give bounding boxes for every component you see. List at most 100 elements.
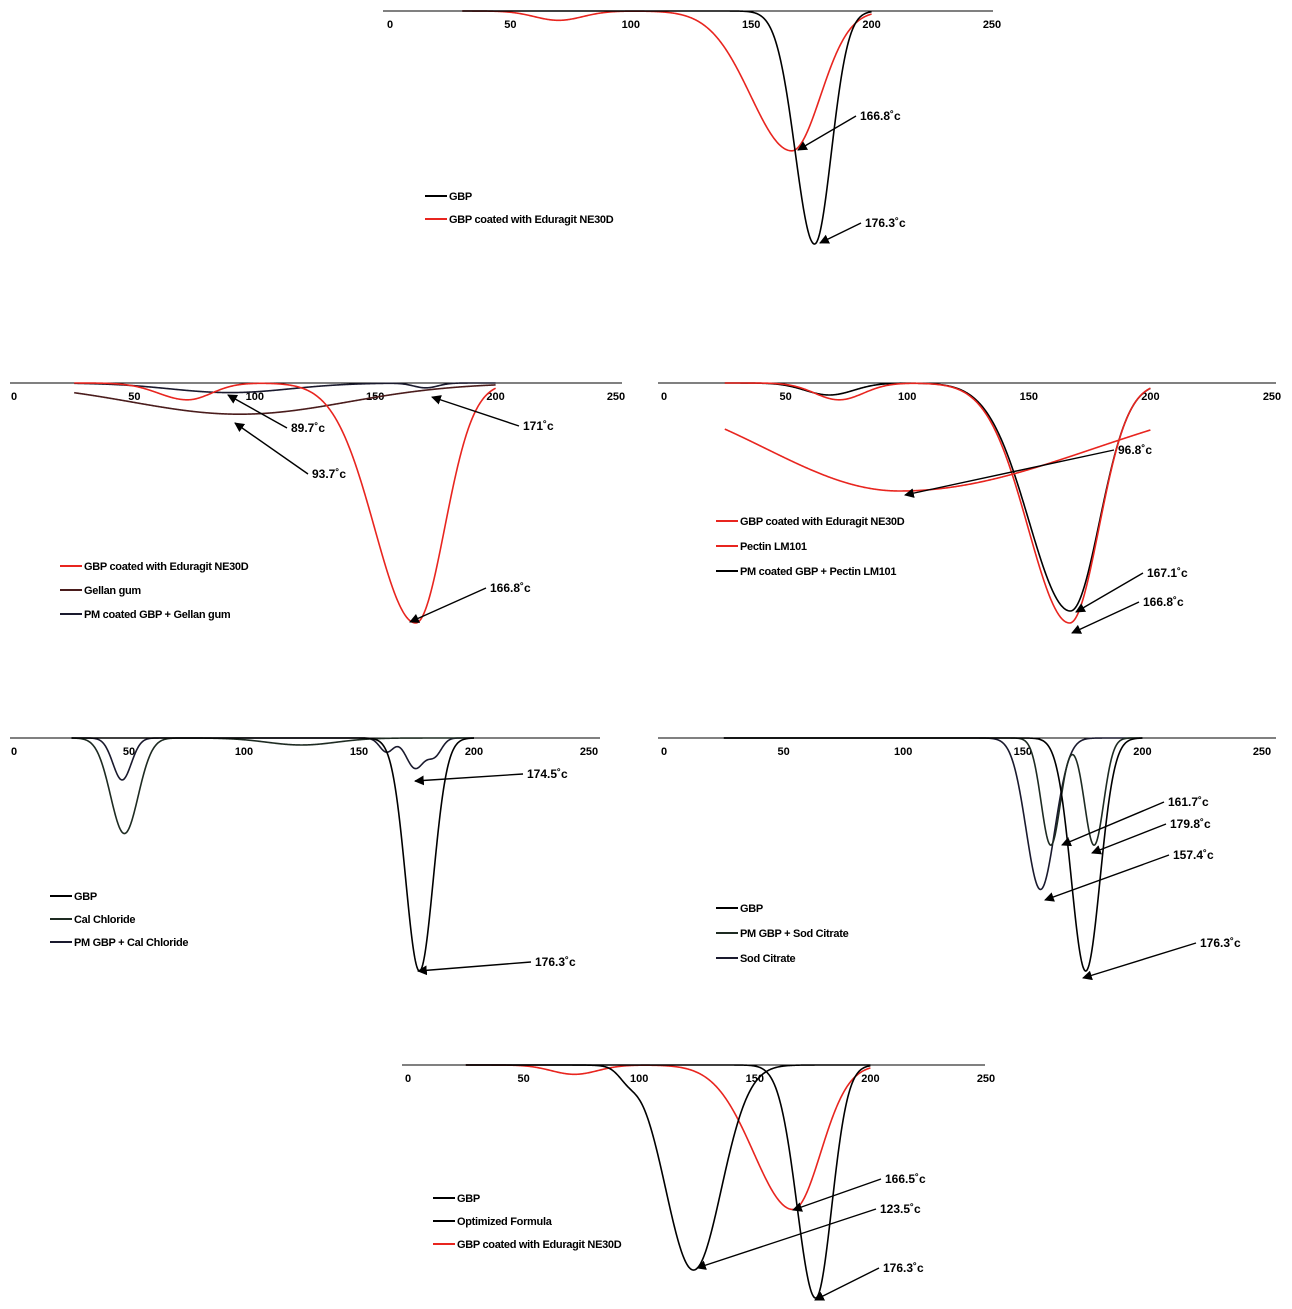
x-tick-label: 50: [779, 391, 791, 403]
peak-annotation-label: 176.3˚c: [865, 216, 906, 230]
annotation-arrow: [792, 1178, 882, 1212]
x-tick-label: 50: [504, 19, 516, 31]
legend-label: Gellan gum: [84, 585, 141, 597]
series-line: [465, 1064, 871, 1299]
series-line: [724, 428, 1151, 492]
series-line: [723, 737, 1143, 972]
peak-annotation-label: 166.8˚c: [860, 109, 901, 123]
x-tick-label: 0: [387, 19, 393, 31]
legend-label: PM coated GBP + Gellan gum: [84, 609, 231, 621]
thermogram-panel-6: 0 50 100 150 200 250 GBP Optimized Formula GBP c…: [402, 1064, 995, 1301]
peak-annotation-label: 176.3˚c: [535, 955, 576, 969]
legend-label: Cal Chloride: [74, 914, 135, 926]
x-tick-label: 100: [898, 391, 916, 403]
x-tick-label: 250: [1263, 391, 1281, 403]
x-tick-label: 250: [977, 1073, 995, 1085]
annotation-arrow: [234, 422, 309, 475]
x-tick-label: 50: [777, 746, 789, 758]
annotation-arrow: [1091, 823, 1167, 855]
annotation-arrow: [414, 773, 524, 786]
x-tick-label: 0: [661, 391, 667, 403]
annotation-arrow: [1061, 801, 1165, 847]
peak-annotation-label: 89.7˚c: [291, 421, 325, 435]
series-line: [462, 10, 872, 152]
thermogram-panel-5: 0 50 100 150 200 250 GBP PM GBP + Sod Citrate So…: [658, 737, 1276, 981]
peak-annotation-label: 167.1˚c: [1147, 566, 1188, 580]
x-tick-label: 100: [246, 391, 264, 403]
x-tick-label: 0: [661, 746, 667, 758]
legend-label: Optimized Formula: [457, 1216, 553, 1228]
x-tick-label: 250: [607, 391, 625, 403]
peak-annotation-label: 176.3˚c: [1200, 936, 1241, 950]
series-line: [74, 384, 496, 415]
series-line: [71, 737, 474, 781]
thermogram-panel-1: 0 50 100 150 200 250 GBP GBP coated with Edurag…: [383, 10, 1001, 245]
peak-annotation-label: 166.8˚c: [490, 581, 531, 595]
legend-label: Pectin LM101: [740, 541, 807, 553]
annotation-arrow: [1075, 572, 1144, 613]
series-line: [723, 737, 1143, 891]
x-tick-label: 50: [128, 391, 140, 403]
annotation-arrow: [1082, 942, 1197, 981]
legend-label: Sod Citrate: [740, 953, 796, 965]
peak-annotation-label: 176.3˚c: [883, 1261, 924, 1275]
annotation-arrow: [409, 587, 487, 623]
legend-label: GBP: [74, 891, 97, 903]
x-tick-label: 0: [11, 746, 17, 758]
peak-annotation-label: 123.5˚c: [880, 1202, 921, 1216]
x-tick-label: 100: [630, 1073, 648, 1085]
x-tick-label: 200: [486, 391, 504, 403]
legend-label: GBP coated with Eduragit NE30D: [740, 516, 905, 528]
x-tick-label: 50: [123, 746, 135, 758]
annotation-arrow: [1071, 601, 1140, 634]
thermogram-panel-4: 0 50 100 150 200 250 GBP Cal Chloride PM GBP + C…: [10, 737, 600, 976]
x-tick-label: 200: [1141, 391, 1159, 403]
x-tick-label: 50: [517, 1073, 529, 1085]
series-line: [71, 737, 475, 972]
peak-annotation-label: 157.4˚c: [1173, 848, 1214, 862]
annotation-arrow: [814, 1267, 880, 1301]
legend-label: PM coated GBP + Pectin LM101: [740, 566, 896, 578]
x-tick-label: 250: [1253, 746, 1271, 758]
series-line: [462, 10, 872, 245]
legend-label: PM GBP + Sod Citrate: [740, 928, 849, 940]
annotation-arrow: [904, 449, 1115, 498]
x-tick-label: 0: [11, 391, 17, 403]
peak-annotation-label: 171˚c: [523, 419, 554, 433]
x-tick-label: 250: [580, 746, 598, 758]
series-line: [74, 382, 496, 394]
peak-annotation-label: 161.7˚c: [1168, 795, 1209, 809]
annotation-arrow: [797, 115, 857, 151]
annotation-arrow: [819, 222, 862, 244]
series-line: [74, 382, 496, 624]
legend-label: GBP coated with Eduragit NE30D: [84, 561, 249, 573]
annotation-arrow: [696, 1208, 877, 1270]
x-tick-label: 100: [894, 746, 912, 758]
thermogram-panel-3: 0 50 100 150 200 250 GBP coated with Eduragit …: [658, 382, 1281, 634]
peak-annotation-label: 93.7˚c: [312, 467, 346, 481]
series-line: [465, 1064, 871, 1211]
peak-annotation-label: 174.5˚c: [527, 767, 568, 781]
peak-annotation-label: 96.8˚c: [1118, 443, 1152, 457]
legend-label: GBP coated with Eduragit NE30D: [449, 214, 614, 226]
legend-label: GBP: [457, 1193, 480, 1205]
annotation-arrow: [227, 394, 288, 429]
x-tick-label: 200: [465, 746, 483, 758]
x-tick-label: 150: [1014, 746, 1032, 758]
legend-label: PM GBP + Cal Chloride: [74, 937, 188, 949]
series-line: [71, 737, 474, 835]
x-tick-label: 150: [746, 1073, 764, 1085]
x-tick-label: 150: [1020, 391, 1038, 403]
x-tick-label: 200: [1133, 746, 1151, 758]
legend-label: GBP coated with Eduragit NE30D: [457, 1239, 622, 1251]
annotation-arrow: [417, 961, 532, 976]
annotation-arrow: [1044, 854, 1170, 902]
x-tick-label: 0: [405, 1073, 411, 1085]
x-tick-label: 200: [862, 19, 880, 31]
annotation-arrow: [431, 395, 520, 427]
x-tick-label: 200: [861, 1073, 879, 1085]
legend-label: GBP: [449, 191, 472, 203]
series-line: [724, 382, 1151, 624]
